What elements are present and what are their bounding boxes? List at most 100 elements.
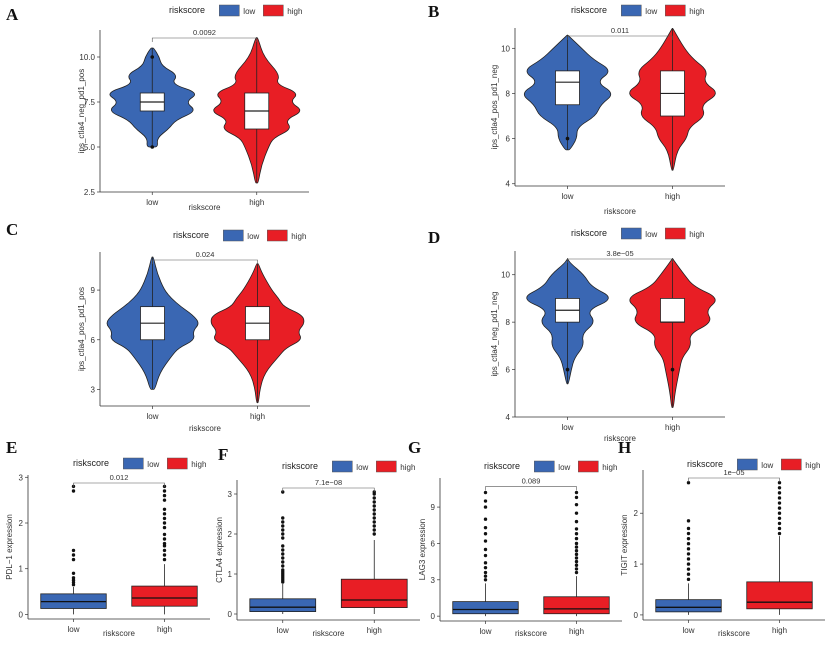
group-low [109, 47, 195, 149]
box-high [660, 298, 685, 323]
y-tick-label: 1 [19, 565, 24, 574]
p-value: 0.089 [522, 477, 541, 486]
outlier-point [483, 505, 488, 509]
legend-key-low [332, 460, 353, 473]
outlier-point [483, 532, 488, 536]
p-value: 0.024 [196, 250, 215, 259]
outlier-point [281, 524, 285, 528]
outlier-point [483, 517, 488, 521]
legend-key-low [621, 227, 642, 240]
box-low [655, 599, 722, 613]
outlier-point [565, 136, 570, 141]
group-high [746, 481, 813, 615]
outlier-point [372, 496, 376, 500]
outlier-point [372, 520, 376, 524]
outlier-point [483, 553, 488, 558]
y-tick-label: 2 [19, 519, 24, 528]
significance-bracket: 0.011 [567, 26, 673, 40]
x-tick-label-low: low [67, 625, 79, 634]
x-axis: low high [515, 416, 725, 432]
outlier-point [777, 481, 782, 485]
panel-letter: A [6, 5, 19, 24]
x-axis-title: riskscore [188, 203, 221, 212]
outlier-point [483, 547, 488, 552]
legend-label-high: high [400, 463, 415, 472]
group-high [340, 490, 408, 614]
legend-key-low [737, 458, 758, 471]
p-value: 3.8e−05 [606, 249, 633, 258]
outlier-point [281, 548, 285, 552]
outlier-point [574, 563, 579, 567]
y-axis-title: TIGIT expression [620, 514, 629, 575]
x-tick-label-low: low [682, 626, 694, 635]
legend-title: riskscore [571, 228, 607, 238]
legend-title: riskscore [173, 230, 209, 240]
p-value: 7.1e−08 [315, 478, 342, 487]
outlier-point [777, 516, 782, 521]
x-tick-label-low: low [479, 627, 491, 636]
outlier-point [574, 549, 579, 553]
x-tick-label-low: low [146, 412, 158, 421]
group-low [526, 258, 609, 385]
outlier-point [777, 526, 782, 531]
bracket-line [152, 259, 258, 264]
legend-label-low: low [356, 463, 368, 472]
x-tick-label-high: high [250, 412, 265, 421]
outlier-point [281, 516, 285, 520]
x-axis-title: riskscore [515, 629, 548, 638]
outlier-point [483, 525, 488, 530]
outlier-point [162, 537, 167, 541]
outlier-point [162, 521, 167, 525]
outlier-point [372, 512, 376, 516]
outlier-point [71, 489, 76, 493]
x-axis: low high [28, 618, 210, 634]
outlier-point [483, 565, 488, 570]
significance-bracket: 7.1e−08 [282, 478, 375, 492]
outlier-point [372, 532, 376, 536]
y-tick-label: 1 [634, 560, 639, 569]
outlier-point [71, 553, 76, 557]
y-tick-label: 0 [19, 610, 24, 619]
outlier-point [483, 490, 488, 495]
outlier-point [777, 506, 782, 510]
outlier-point [574, 552, 579, 557]
legend-key-low [534, 460, 555, 473]
legend-key-low [621, 4, 642, 17]
outlier-point [71, 576, 76, 580]
outlier-point [565, 367, 570, 372]
legend-key-high [665, 4, 686, 17]
outlier-point [686, 577, 691, 582]
outlier-point [574, 541, 579, 546]
group-high [131, 484, 198, 615]
outlier-point [281, 560, 285, 564]
outlier-point [574, 527, 579, 531]
outlier-point [281, 520, 285, 524]
x-axis: low high [643, 619, 825, 635]
outlier-point [483, 561, 488, 565]
y-tick-label: 0 [228, 610, 233, 619]
outlier-point [777, 491, 782, 495]
outlier-point [372, 528, 376, 532]
outlier-point [686, 519, 691, 523]
legend-key-low [219, 4, 240, 17]
legend-label-low: low [645, 230, 657, 239]
group-high [210, 263, 305, 404]
outlier-point [686, 481, 691, 485]
legend-key-low [223, 229, 244, 242]
y-tick-label: 6 [431, 539, 436, 548]
outlier-point [281, 536, 285, 540]
outlier-point [162, 532, 167, 537]
y-tick-label: 3 [431, 576, 436, 585]
outlier-point [281, 556, 285, 560]
legend: riskscore low high [282, 460, 415, 473]
outlier-point [686, 526, 691, 531]
outlier-point [483, 578, 488, 582]
x-tick-label-low: low [146, 198, 158, 207]
x-axis: low high [440, 620, 622, 636]
x-axis: low high [237, 619, 420, 635]
group-low [452, 490, 519, 617]
outlier-point [777, 501, 782, 505]
